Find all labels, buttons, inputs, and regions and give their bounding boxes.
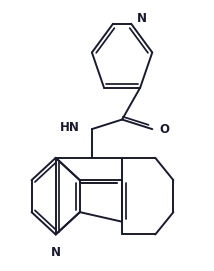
Text: N: N: [51, 246, 61, 259]
Text: HN: HN: [60, 121, 80, 134]
Text: N: N: [137, 12, 147, 25]
Text: O: O: [160, 122, 170, 136]
